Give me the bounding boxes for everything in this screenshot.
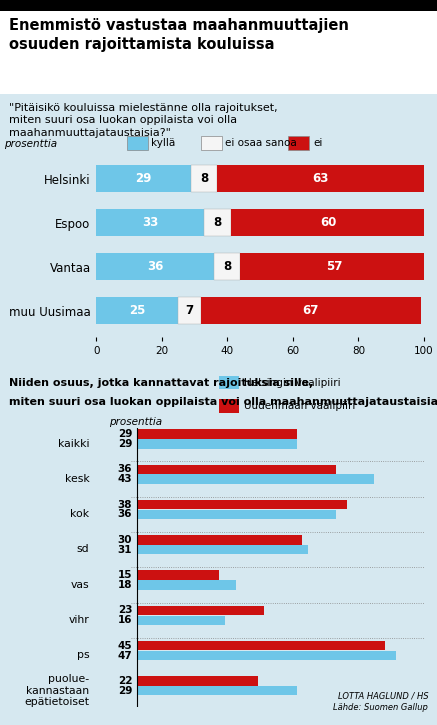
Bar — [240, 253, 427, 281]
Text: 57: 57 — [326, 260, 342, 273]
Bar — [137, 686, 297, 695]
Text: 29: 29 — [118, 439, 132, 449]
Bar — [137, 641, 385, 650]
Bar — [137, 651, 396, 660]
Text: 8: 8 — [223, 260, 231, 273]
Text: kyllä: kyllä — [151, 138, 175, 148]
Text: 18: 18 — [118, 580, 132, 590]
Text: 33: 33 — [142, 216, 158, 229]
Bar — [137, 545, 308, 555]
Bar — [137, 535, 302, 544]
Bar — [137, 465, 336, 474]
Text: 60: 60 — [321, 216, 337, 229]
Text: 23: 23 — [118, 605, 132, 616]
Bar — [96, 253, 214, 281]
Text: Enemmistö vastustaa maahanmuuttajien
osuuden rajoittamista kouluissa: Enemmistö vastustaa maahanmuuttajien osu… — [9, 18, 349, 51]
Text: Niiden osuus, jotka kannattavat rajoituksia sille,: Niiden osuus, jotka kannattavat rajoituk… — [9, 378, 313, 389]
Text: Helsingin vaalipiiri: Helsingin vaalipiiri — [244, 378, 340, 388]
Text: 43: 43 — [118, 474, 132, 484]
Bar — [137, 500, 347, 509]
Bar — [191, 165, 218, 192]
Text: 36: 36 — [147, 260, 163, 273]
Bar — [214, 253, 240, 281]
Bar — [137, 439, 297, 449]
Text: 67: 67 — [303, 304, 319, 318]
Bar — [137, 616, 225, 625]
Bar — [137, 571, 219, 580]
Text: prosenttia: prosenttia — [4, 139, 58, 149]
Text: 36: 36 — [118, 464, 132, 474]
Bar — [137, 474, 374, 484]
Text: miten suuri osa luokan oppilaista voi olla maahanmuuttajataustaisia.: miten suuri osa luokan oppilaista voi ol… — [9, 397, 437, 407]
Text: 30: 30 — [118, 535, 132, 544]
Bar — [137, 580, 236, 589]
Bar — [137, 429, 297, 439]
Text: ei: ei — [313, 138, 322, 148]
Text: 63: 63 — [312, 172, 329, 185]
Text: 22: 22 — [118, 676, 132, 686]
Text: 29: 29 — [135, 172, 152, 185]
Text: 25: 25 — [129, 304, 145, 318]
Text: Uudenmaan vaalipiiri: Uudenmaan vaalipiiri — [244, 401, 355, 411]
Text: 31: 31 — [118, 544, 132, 555]
Text: 45: 45 — [118, 641, 132, 650]
Bar — [218, 165, 424, 192]
Text: 47: 47 — [118, 650, 132, 660]
Text: prosenttia: prosenttia — [109, 417, 163, 427]
Text: 29: 29 — [118, 429, 132, 439]
Bar — [178, 297, 201, 324]
Text: ei osaa sanoa: ei osaa sanoa — [225, 138, 297, 148]
Text: 36: 36 — [118, 510, 132, 519]
Bar — [137, 676, 258, 686]
Text: 29: 29 — [118, 686, 132, 696]
Bar — [96, 209, 205, 236]
Text: 8: 8 — [200, 172, 208, 185]
Bar — [96, 165, 191, 192]
Bar — [231, 209, 427, 236]
Text: 7: 7 — [185, 304, 194, 318]
Bar — [96, 297, 178, 324]
Bar — [205, 209, 231, 236]
Bar — [137, 605, 264, 615]
Text: 16: 16 — [118, 616, 132, 625]
Text: 38: 38 — [118, 500, 132, 510]
Text: 15: 15 — [118, 570, 132, 580]
Bar — [137, 510, 336, 519]
Text: 8: 8 — [213, 216, 222, 229]
Bar — [201, 297, 420, 324]
Text: "Pitäisikö kouluissa mielestänne olla rajoitukset,
miten suuri osa luokan oppila: "Pitäisikö kouluissa mielestänne olla ra… — [9, 103, 277, 138]
Text: LOTTA HAGLUND / HS
Lähde: Suomen Gallup: LOTTA HAGLUND / HS Lähde: Suomen Gallup — [333, 691, 428, 712]
